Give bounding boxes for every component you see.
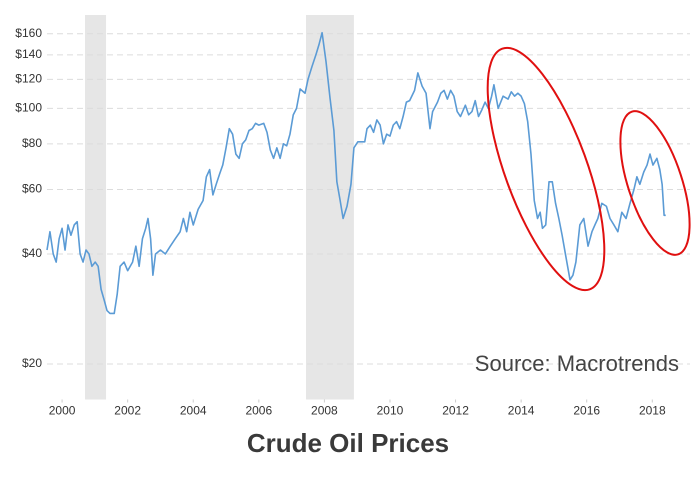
- x-tick-label: 2012: [442, 404, 469, 418]
- x-tick-label: 2014: [508, 404, 535, 418]
- highlight-ellipse: [619, 110, 691, 256]
- highlight-ellipse: [486, 46, 606, 292]
- source-annotation: Source: Macrotrends: [475, 351, 679, 376]
- y-tick-label: $40: [22, 246, 42, 260]
- y-tick-label: $60: [22, 182, 42, 196]
- y-tick-label: $140: [15, 47, 42, 61]
- x-tick-label: 2010: [377, 404, 404, 418]
- grid: $160 $140 $120 $100 $80 $60 $40 $20 2000 2002 2004…: [15, 26, 690, 418]
- plot: [46, 31, 666, 315]
- shades: [85, 15, 354, 400]
- y-tick-label: $80: [22, 136, 42, 150]
- chart-title: Crude Oil Prices: [247, 428, 449, 458]
- x-tick-label: 2002: [114, 404, 141, 418]
- x-tick-label: 2008: [311, 404, 338, 418]
- x-tick-label: 2018: [639, 404, 666, 418]
- y-tick-label: $160: [15, 26, 42, 40]
- y-tick-label: $20: [22, 356, 42, 370]
- y-tick-label: $120: [15, 72, 42, 86]
- x-tick-label: 2006: [245, 404, 272, 418]
- y-tick-label: $100: [15, 101, 42, 115]
- recession-shade: [85, 15, 107, 400]
- x-tick-label: 2004: [180, 404, 207, 418]
- x-tick-label: 2016: [573, 404, 600, 418]
- x-tick-label: 2000: [49, 404, 76, 418]
- price-line: [46, 31, 666, 315]
